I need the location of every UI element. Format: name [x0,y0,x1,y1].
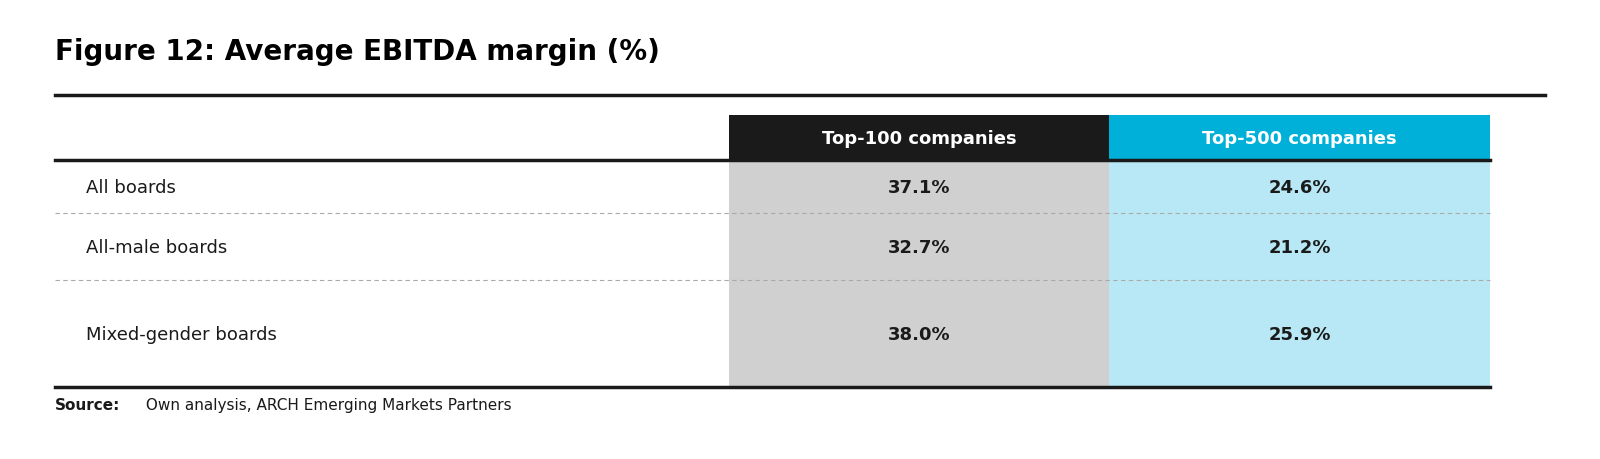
Text: 32.7%: 32.7% [888,238,950,256]
FancyBboxPatch shape [728,116,1109,161]
Text: Source:: Source: [54,397,120,412]
FancyBboxPatch shape [1109,214,1490,281]
Text: 21.2%: 21.2% [1269,238,1331,256]
Text: Top-500 companies: Top-500 companies [1202,129,1397,147]
Text: All boards: All boards [86,178,176,196]
Text: 24.6%: 24.6% [1269,178,1331,196]
FancyBboxPatch shape [1109,116,1490,161]
Text: Top-100 companies: Top-100 companies [822,129,1016,147]
Text: Mixed-gender boards: Mixed-gender boards [86,325,277,343]
FancyBboxPatch shape [1109,161,1490,214]
Text: 25.9%: 25.9% [1269,325,1331,343]
FancyBboxPatch shape [728,214,1109,281]
Text: Own analysis, ARCH Emerging Markets Partners: Own analysis, ARCH Emerging Markets Part… [141,397,512,412]
FancyBboxPatch shape [1109,281,1490,387]
Text: All-male boards: All-male boards [86,238,227,256]
Text: Figure 12: Average EBITDA margin (%): Figure 12: Average EBITDA margin (%) [54,38,659,66]
FancyBboxPatch shape [728,161,1109,214]
Text: 38.0%: 38.0% [888,325,950,343]
Text: 37.1%: 37.1% [888,178,950,196]
FancyBboxPatch shape [728,281,1109,387]
